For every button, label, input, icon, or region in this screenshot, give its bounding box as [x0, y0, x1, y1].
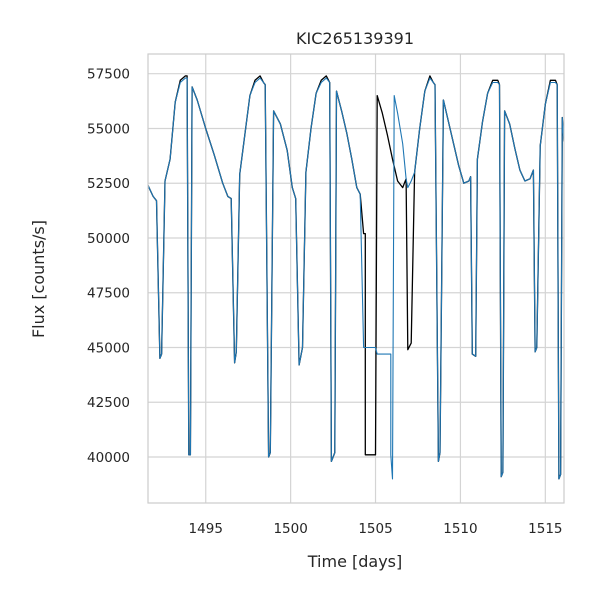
plot-frame	[147, 53, 565, 504]
x-tick-label: 1515	[528, 521, 562, 537]
chart-title: KIC265139391	[296, 29, 414, 48]
y-tick-label: 55000	[87, 121, 130, 137]
y-tick-label: 42500	[87, 395, 130, 411]
series-line-2	[148, 77, 564, 480]
y-tick-label: 40000	[87, 450, 130, 466]
x-tick-label: 1495	[189, 521, 223, 537]
tick-layer: 1495 1500 1505 1510 1515 40000 42500 45000 47500…	[87, 67, 562, 537]
x-axis-label: Time [days]	[307, 552, 403, 571]
y-tick-label: 52500	[87, 176, 130, 192]
y-tick-label: 57500	[87, 67, 130, 83]
y-tick-label: 45000	[87, 340, 130, 356]
series-layer	[148, 75, 564, 480]
y-tick-label: 47500	[87, 286, 130, 302]
x-tick-label: 1510	[443, 521, 477, 537]
x-tick-label: 1505	[358, 521, 392, 537]
y-tick-label: 50000	[87, 231, 130, 247]
y-axis-label: Flux [counts/s]	[29, 220, 48, 338]
x-tick-label: 1500	[273, 521, 307, 537]
